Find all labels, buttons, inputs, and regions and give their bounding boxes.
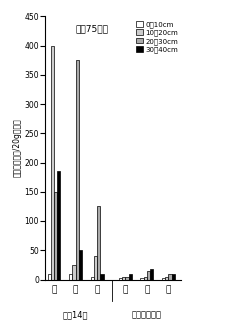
Bar	[169, 274, 172, 280]
Bar	[94, 256, 97, 280]
Bar	[97, 206, 101, 280]
Bar	[101, 274, 104, 280]
Bar	[147, 271, 150, 280]
Bar	[150, 269, 153, 280]
Bar	[76, 60, 79, 280]
Bar	[91, 277, 94, 280]
Bar	[125, 277, 129, 280]
Text: 高系14号: 高系14号	[63, 310, 88, 319]
Bar	[79, 250, 82, 280]
Bar	[119, 278, 122, 280]
Bar	[140, 278, 144, 280]
Bar	[144, 277, 147, 280]
Bar	[129, 274, 132, 280]
Bar	[69, 274, 72, 280]
Bar	[165, 277, 169, 280]
Bar	[162, 278, 165, 280]
Bar	[172, 274, 175, 280]
Bar	[54, 192, 57, 280]
Legend: 0～10cm, 10～20cm, 20～30cm, 30～40cm: 0～10cm, 10～20cm, 20～30cm, 30～40cm	[135, 20, 179, 54]
Bar	[122, 277, 125, 280]
Bar	[48, 274, 51, 280]
Bar	[72, 265, 76, 280]
Text: 挿苗75日後: 挿苗75日後	[75, 24, 108, 33]
Bar	[57, 171, 60, 280]
Y-axis label: 線虫密度（頭/20g生土）: 線虫密度（頭/20g生土）	[13, 119, 22, 177]
Bar	[51, 46, 54, 280]
Text: ジェイレッド: ジェイレッド	[132, 310, 162, 319]
